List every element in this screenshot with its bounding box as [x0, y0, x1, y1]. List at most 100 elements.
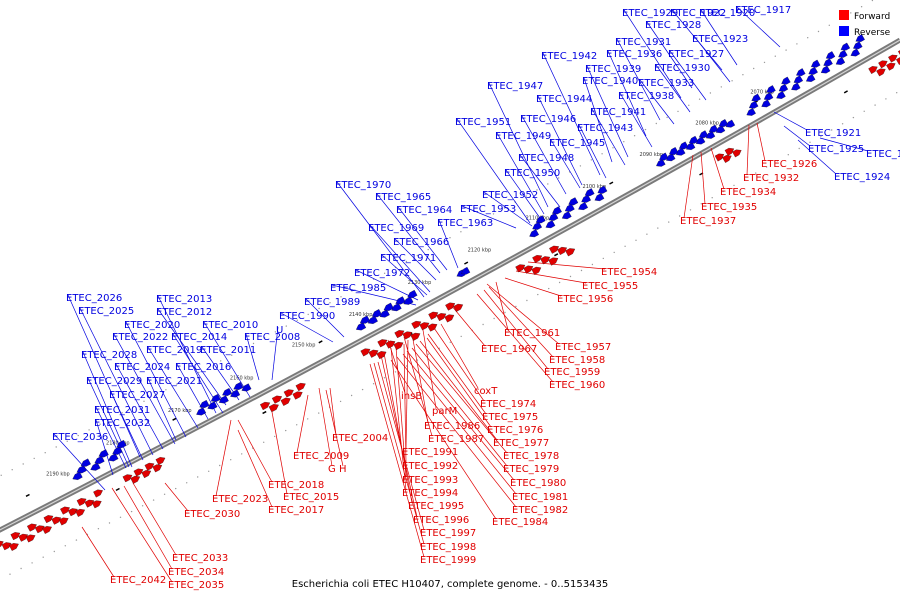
track-dot — [350, 394, 353, 397]
gene-label: ETEC_2009 — [293, 451, 349, 462]
reverse-gene-arrow — [90, 462, 101, 471]
gene-label: ETEC_1924 — [834, 172, 890, 183]
leader-line — [395, 346, 407, 478]
forward-gene-arrow — [42, 526, 52, 534]
track-dot — [339, 400, 342, 403]
forward-gene-arrow — [60, 506, 70, 515]
gene-label: parM — [432, 406, 457, 417]
reverse-gene-arrow — [766, 85, 776, 93]
track-marker — [609, 181, 614, 185]
leader-line — [426, 337, 492, 428]
reverse-gene-arrow — [855, 34, 865, 42]
forward-gene-arrow — [67, 508, 78, 517]
track-dot — [776, 160, 779, 162]
reverse-gene-arrow — [810, 59, 821, 68]
forward-gene-arrow — [93, 489, 103, 498]
track-dot — [372, 383, 375, 385]
track-dot — [198, 371, 200, 374]
forward-gene-arrow — [25, 534, 36, 543]
gene-label: ETEC_1976 — [487, 425, 543, 436]
track-dot — [427, 353, 430, 355]
reverse-gene-arrow — [222, 387, 233, 396]
track-marker — [464, 261, 469, 265]
gene-label: ETEC_2026 — [66, 293, 122, 304]
gene-label: ETEC_2028 — [81, 350, 137, 361]
forward-gene-arrow — [411, 320, 422, 330]
track-dot — [383, 272, 386, 274]
gene-label: ETEC_2025 — [78, 306, 134, 317]
gene-label: ETEC_1994 — [402, 488, 458, 499]
legend-reverse-swatch — [839, 26, 849, 36]
forward-gene-arrow — [295, 382, 306, 392]
gene-label: ETEC_1930 — [654, 63, 710, 74]
track-dot — [580, 269, 583, 272]
label-leader-lines — [53, 6, 869, 583]
leader-line — [377, 361, 425, 531]
track-dot — [307, 418, 309, 420]
track-dot — [427, 248, 429, 251]
forward-gene-arrow — [419, 322, 430, 331]
track-dot — [515, 305, 517, 308]
track-dot — [612, 147, 614, 149]
track-dot — [820, 135, 822, 137]
track-dot — [896, 92, 898, 94]
leader-line — [495, 281, 509, 331]
track-dot — [591, 263, 594, 266]
gene-label: ETEC_2029 — [86, 376, 142, 387]
track-dot — [569, 275, 572, 278]
reverse-gene-arrow — [763, 92, 774, 101]
leader-line — [406, 350, 515, 481]
gene-label: ETEC_2035 — [168, 580, 224, 591]
gene-label: ETEC_1948 — [518, 153, 574, 164]
kbp-tick-label: 2070 kbp — [750, 90, 774, 96]
kbp-tick-label: 2130 kbp — [408, 280, 432, 286]
gene-label: ETEC_2023 — [212, 494, 268, 505]
gene-label: ETEC_2027 — [109, 390, 165, 401]
forward-gene-arrow — [385, 340, 396, 349]
track-dot — [711, 197, 713, 199]
reverse-gene-arrow — [403, 296, 414, 305]
leader-line — [237, 429, 273, 508]
reverse-gene-arrow — [678, 141, 689, 150]
forward-gene-arrow — [402, 331, 413, 340]
forward-gene-arrow — [84, 499, 95, 508]
track-dot — [22, 463, 24, 465]
gene-label: ETEC_1928 — [645, 20, 701, 31]
gene-label: ETEC_1938 — [618, 91, 674, 102]
forward-gene-arrow — [0, 540, 4, 547]
reverse-gene-arrow — [367, 315, 378, 324]
track-dot — [460, 231, 462, 233]
track-dot — [558, 177, 560, 179]
leader-line — [415, 343, 508, 454]
gene-label: H — [339, 464, 347, 475]
forward-gene-arrow — [368, 349, 379, 358]
track-dot — [121, 412, 123, 414]
gene-label: ETEC_1941 — [590, 107, 646, 118]
track-dot — [602, 257, 604, 260]
leader-line — [797, 139, 837, 175]
track-dot — [547, 183, 549, 185]
leader-line — [450, 304, 486, 347]
reverse-gene-arrow — [355, 322, 367, 331]
reverse-gene-arrow — [853, 41, 863, 50]
reverse-gene-arrow — [594, 193, 605, 202]
track-dot — [787, 154, 789, 156]
gene-label: ETEC_2020 — [124, 320, 180, 331]
gene-label: ETEC_1955 — [582, 281, 638, 292]
track-dot — [296, 424, 298, 426]
track-dot — [828, 24, 830, 26]
track-marker — [172, 417, 177, 421]
track-dot — [731, 80, 733, 82]
leader-line — [456, 118, 531, 224]
gene-label: ETEC_1974 — [480, 399, 536, 410]
reverse-gene-arrow — [751, 93, 761, 102]
track-dot — [526, 299, 528, 302]
leader-line — [110, 391, 144, 461]
track-dot — [11, 469, 13, 471]
track-dot — [744, 178, 746, 180]
forward-gene-arrow — [130, 475, 141, 484]
kbp-tick-label: 2090 kbp — [640, 152, 664, 158]
track-dot — [655, 122, 657, 125]
forward-gene-arrow — [549, 245, 560, 254]
